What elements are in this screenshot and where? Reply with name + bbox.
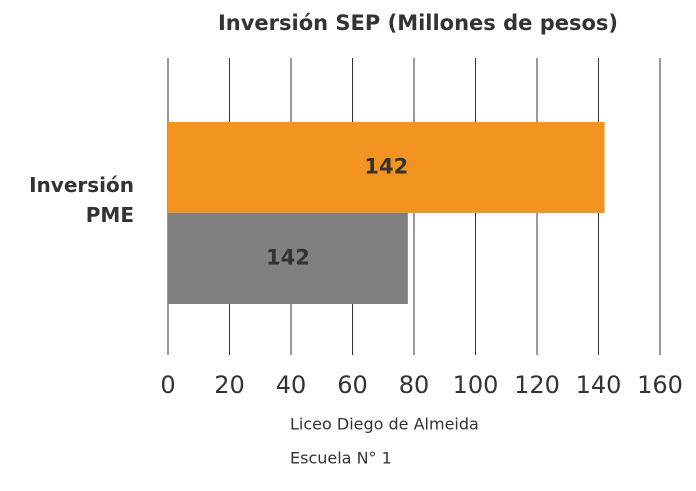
category-label: Inversión PME — [29, 173, 134, 227]
chart-title: Inversión SEP (Millones de pesos) — [218, 11, 618, 35]
x-tick-label: 20 — [214, 371, 245, 399]
x-tick-label: 100 — [453, 371, 499, 399]
legend-label: Escuela N° 1 — [290, 449, 392, 468]
x-tick-label: 0 — [160, 371, 175, 399]
x-tick-label: 80 — [399, 371, 430, 399]
bar-label: 142 — [266, 246, 310, 270]
legend-label: Liceo Diego de Almeida — [290, 415, 479, 434]
x-tick-label: 40 — [276, 371, 307, 399]
x-tick-label: 160 — [637, 371, 683, 399]
x-tick-label: 140 — [576, 371, 622, 399]
bar — [168, 122, 605, 213]
bar — [168, 213, 408, 304]
x-tick-label: 60 — [337, 371, 368, 399]
bar-label: 142 — [364, 155, 408, 179]
x-tick-label: 120 — [514, 371, 560, 399]
